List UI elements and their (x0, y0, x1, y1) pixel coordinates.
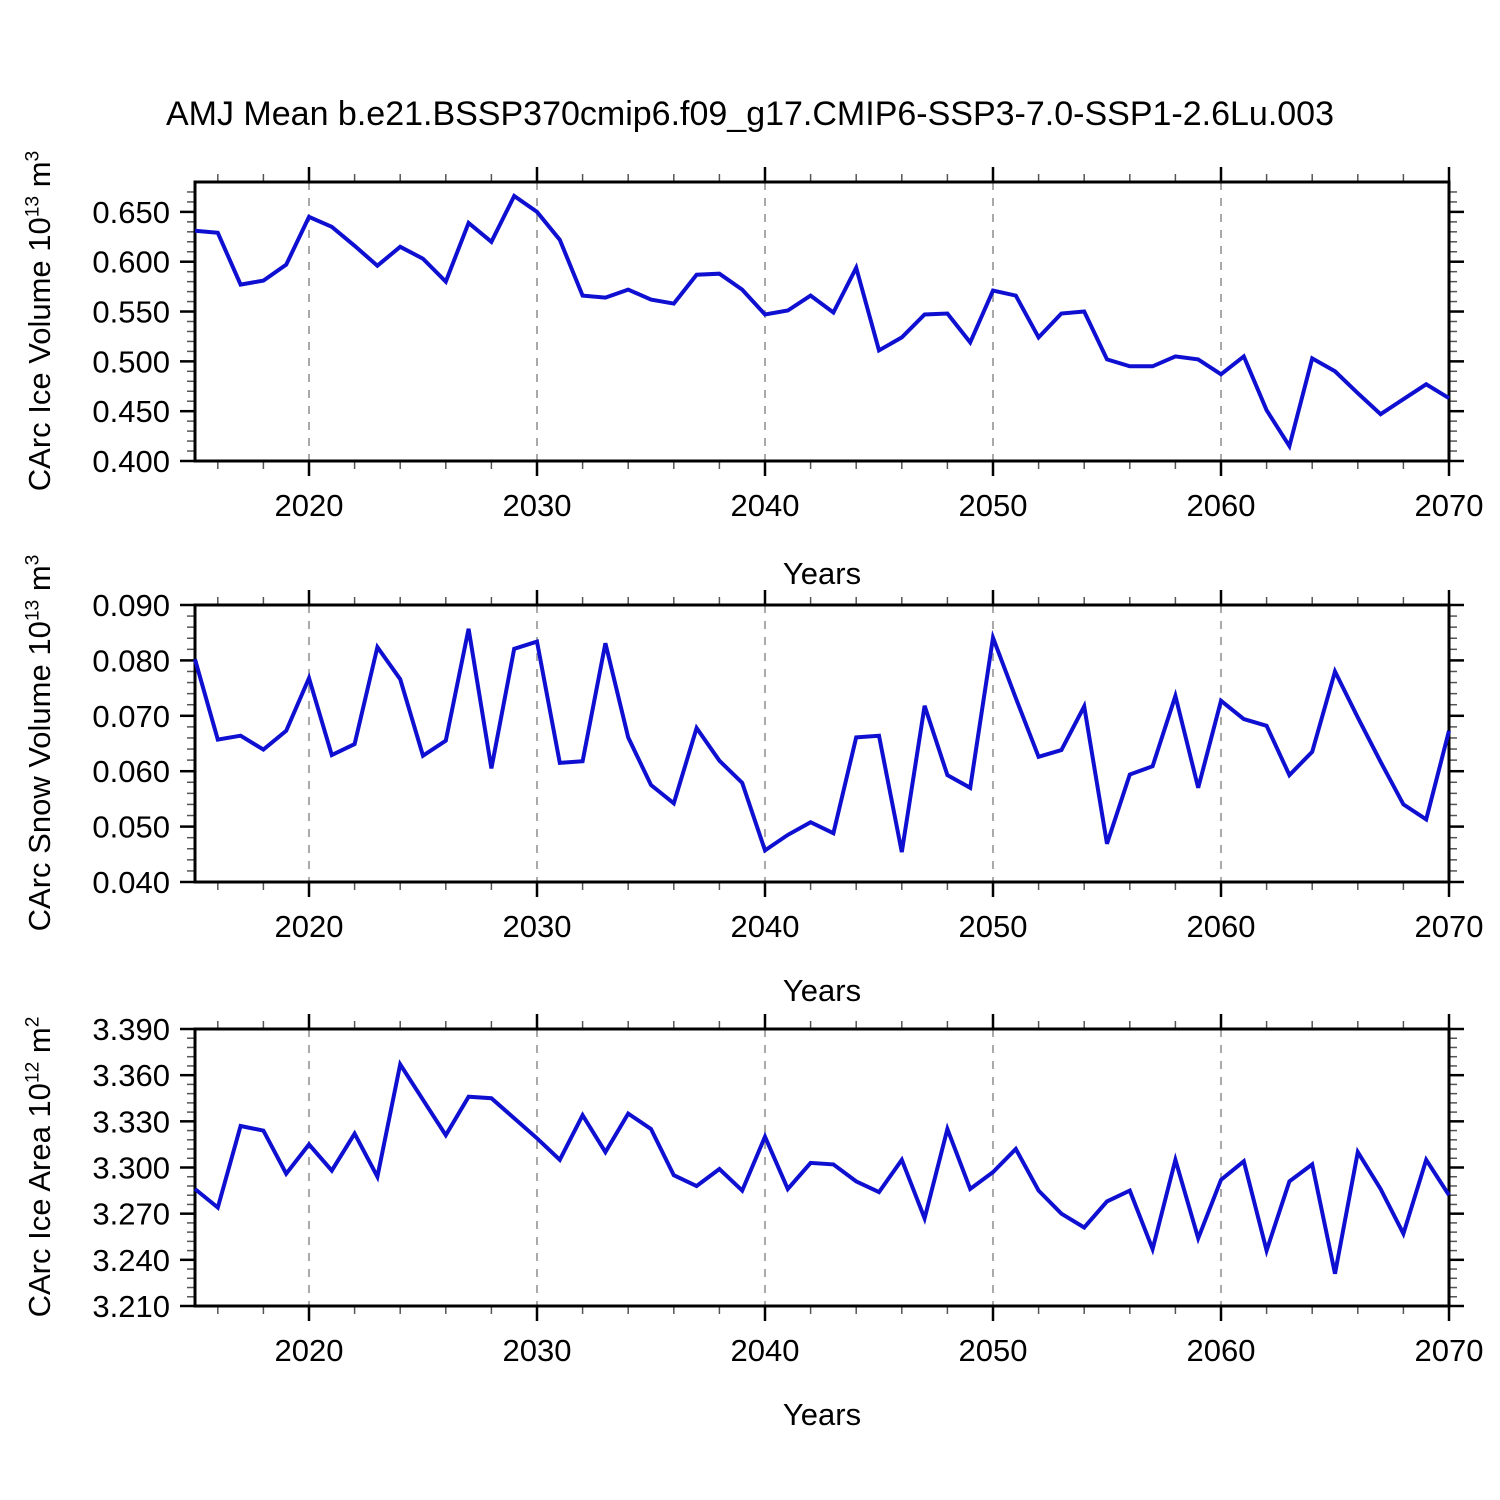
x-tick-label: 2050 (959, 909, 1028, 944)
y-tick-label: 3.330 (92, 1104, 170, 1139)
y-tick-label: 3.390 (92, 1012, 170, 1047)
x-tick-label: 2070 (1415, 1333, 1484, 1368)
x-tick-label: 2020 (275, 488, 344, 523)
y-tick-label: 3.300 (92, 1151, 170, 1186)
x-tick-label: 2060 (1187, 488, 1256, 523)
y-tick-label: 0.080 (92, 643, 170, 678)
panel-carc-ice-area: 2020 2030 2040 2050 2060 2070 3.210 3.240 3.270 3… (92, 1012, 1483, 1368)
y-tick-label: 0.500 (92, 344, 170, 379)
y-tick-label: 3.210 (92, 1289, 170, 1324)
x-tick-label: 2030 (503, 1333, 572, 1368)
y-tick-label: 0.070 (92, 699, 170, 734)
x-tick-label: 2020 (275, 909, 344, 944)
panel-frame (193, 180, 1451, 463)
x-tick-label: 2040 (731, 909, 800, 944)
x-tick-label: 2020 (275, 1333, 344, 1368)
x-tick-label: 2030 (503, 488, 572, 523)
y-tick-label: 0.090 (92, 588, 170, 623)
carc-ice-area-series-line (193, 1059, 1451, 1275)
x-tick-label: 2060 (1187, 909, 1256, 944)
x-tick-label: 2040 (731, 1333, 800, 1368)
chart-title: AMJ Mean b.e21.BSSP370cmip6.f09_g17.CMIP… (165, 95, 1334, 133)
ice-volume-x-axis-label: Years (782, 556, 862, 591)
carc-ice-volume-series-line (194, 193, 1451, 452)
x-tick-label: 2060 (1187, 1333, 1256, 1368)
y-tick-label: 0.600 (92, 245, 170, 280)
panel-frame (193, 603, 1451, 884)
x-tick-label: 2070 (1415, 488, 1484, 523)
y-tick-label: 3.270 (92, 1197, 170, 1232)
y-tick-label: 0.400 (92, 444, 170, 479)
carc-snow-volume-series-line (193, 628, 1451, 854)
y-tick-label: 3.360 (92, 1058, 170, 1093)
panel-carc-ice-volume: 2020 2030 2040 2050 2060 2070 0.400 0.450 0.500 0… (92, 167, 1483, 523)
y-tick-label: 0.650 (92, 195, 170, 230)
y-tick-label: 0.060 (92, 754, 170, 789)
snow-volume-x-axis-label: Years (782, 973, 862, 1008)
panel-frame (193, 1027, 1451, 1308)
x-tick-label: 2040 (731, 488, 800, 523)
ice-area-x-axis-label: Years (782, 1397, 862, 1432)
y-tick-label: 0.040 (92, 865, 170, 900)
y-tick-label: 0.450 (92, 394, 170, 429)
y-tick-label: 0.550 (92, 295, 170, 330)
x-tick-label: 2070 (1415, 909, 1484, 944)
x-tick-label: 2050 (959, 1333, 1028, 1368)
y-tick-label: 0.050 (92, 810, 170, 845)
x-tick-label: 2030 (503, 909, 572, 944)
x-tick-label: 2050 (959, 488, 1028, 523)
y-tick-label: 3.240 (92, 1243, 170, 1278)
panel-carc-snow-volume: 2020 2030 2040 2050 2060 2070 0.040 0.050 0.060 0… (92, 588, 1483, 944)
